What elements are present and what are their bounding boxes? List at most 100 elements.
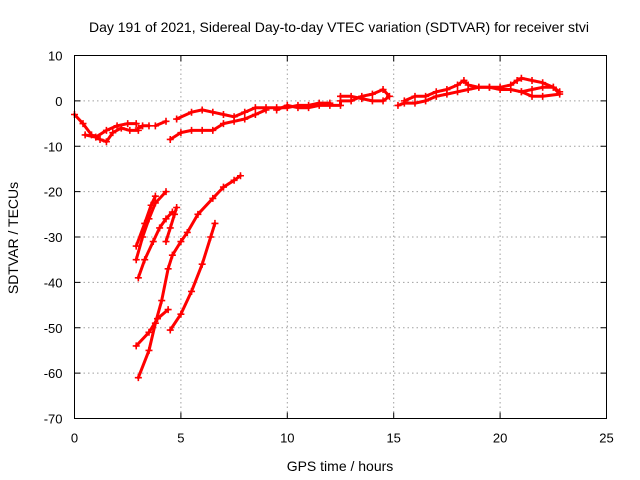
data-point (92, 133, 100, 141)
data-point (158, 297, 166, 305)
data-point (326, 101, 334, 109)
data-point (241, 115, 249, 123)
data-point (273, 106, 281, 114)
data-point (517, 74, 525, 82)
data-point (262, 104, 270, 112)
data-point (173, 204, 181, 212)
data-point (151, 192, 159, 200)
data-point (151, 199, 159, 207)
series-arc-1 (71, 110, 142, 146)
data-point (209, 126, 217, 134)
data-point (149, 238, 157, 246)
data-point (153, 315, 161, 323)
series-arc-9 (400, 74, 564, 105)
x-tick-label: 5 (177, 431, 184, 446)
data-point (145, 215, 153, 223)
data-series (71, 74, 564, 382)
data-point (188, 126, 196, 134)
x-axis-label: GPS time / hours (287, 458, 394, 474)
data-point (177, 310, 185, 318)
data-point (315, 101, 323, 109)
data-point (139, 122, 147, 130)
data-point (236, 172, 244, 180)
series-arc-13 (162, 204, 181, 246)
data-point (485, 83, 493, 91)
series-line (164, 206, 179, 243)
data-point (219, 120, 227, 128)
data-point (162, 238, 170, 246)
y-tick-label: -40 (44, 275, 63, 290)
data-point (166, 135, 174, 143)
data-point (141, 256, 149, 264)
data-point (166, 224, 174, 232)
data-point (168, 251, 176, 259)
data-point (358, 95, 366, 103)
series-arc-5 (166, 106, 270, 143)
data-point (134, 374, 142, 382)
data-point (394, 101, 402, 109)
data-point (251, 104, 259, 112)
data-point (194, 210, 202, 218)
data-point (132, 342, 140, 350)
data-point (124, 120, 132, 128)
data-point (102, 138, 110, 146)
y-tick-label: -30 (44, 230, 63, 245)
data-point (454, 81, 462, 89)
data-point (305, 104, 313, 112)
data-point (207, 233, 215, 241)
data-point (411, 92, 419, 100)
x-tick-label: 10 (280, 431, 294, 446)
data-point (230, 113, 238, 121)
data-point (109, 129, 117, 137)
data-point (549, 83, 557, 91)
data-point (198, 260, 206, 268)
y-tick-label: -10 (44, 139, 63, 154)
data-point (460, 76, 468, 84)
data-point (166, 326, 174, 334)
data-point (400, 97, 408, 105)
data-point (177, 129, 185, 137)
data-point (188, 287, 196, 295)
data-point (432, 88, 440, 96)
y-tick-label: -70 (44, 412, 63, 427)
series-arc-12 (134, 208, 176, 282)
data-point (219, 110, 227, 118)
data-point (368, 90, 376, 98)
data-point (347, 92, 355, 100)
data-point (162, 188, 170, 196)
data-point (556, 90, 564, 98)
data-point (145, 122, 153, 130)
series-arc-7 (273, 86, 393, 114)
y-tick-label: -60 (44, 366, 63, 381)
data-point (81, 131, 89, 139)
series-arc-15 (132, 306, 172, 350)
data-point (517, 88, 525, 96)
data-point (507, 81, 515, 89)
data-point (145, 346, 153, 354)
data-point (454, 88, 462, 96)
data-point (156, 224, 164, 232)
data-point (230, 176, 238, 184)
data-point (464, 81, 472, 89)
data-point (496, 83, 504, 91)
data-point (164, 265, 172, 273)
data-point (241, 108, 249, 116)
series-arc-16 (166, 219, 219, 334)
series-arc-11 (132, 188, 170, 264)
data-point (164, 306, 172, 314)
data-point (162, 117, 170, 125)
data-point (283, 101, 291, 109)
series-arc-2 (81, 120, 140, 141)
series-arc-3 (134, 122, 153, 132)
data-point (198, 126, 206, 134)
x-tick-label: 25 (599, 431, 613, 446)
series-arc-10 (132, 192, 159, 250)
data-point (251, 110, 259, 118)
data-point (219, 183, 227, 191)
data-point (183, 228, 191, 236)
y-tick-label: -50 (44, 321, 63, 336)
data-point (443, 86, 451, 94)
data-point (209, 194, 217, 202)
data-point (132, 256, 140, 264)
data-point (528, 76, 536, 84)
